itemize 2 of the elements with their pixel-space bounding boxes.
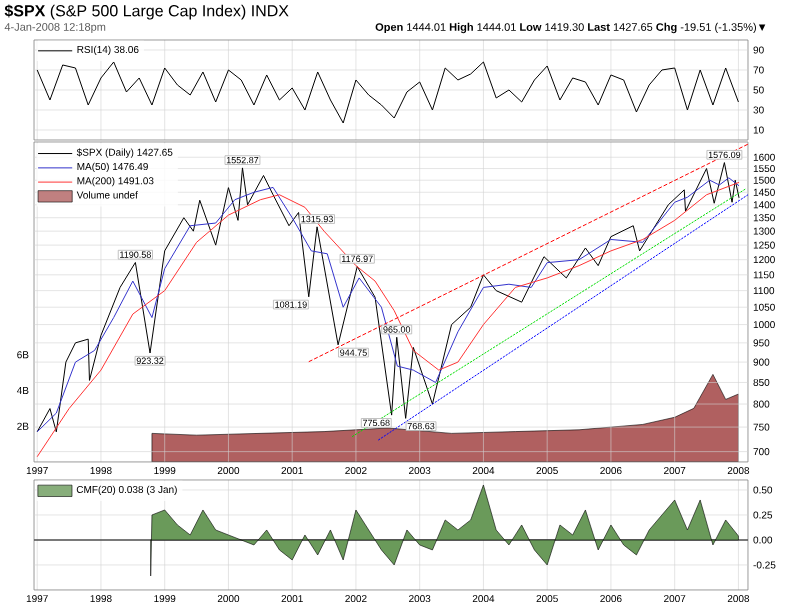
line-series (36, 61, 739, 124)
chart-title: $SPX (S&P 500 Large Cap Index) INDX (4, 4, 289, 20)
